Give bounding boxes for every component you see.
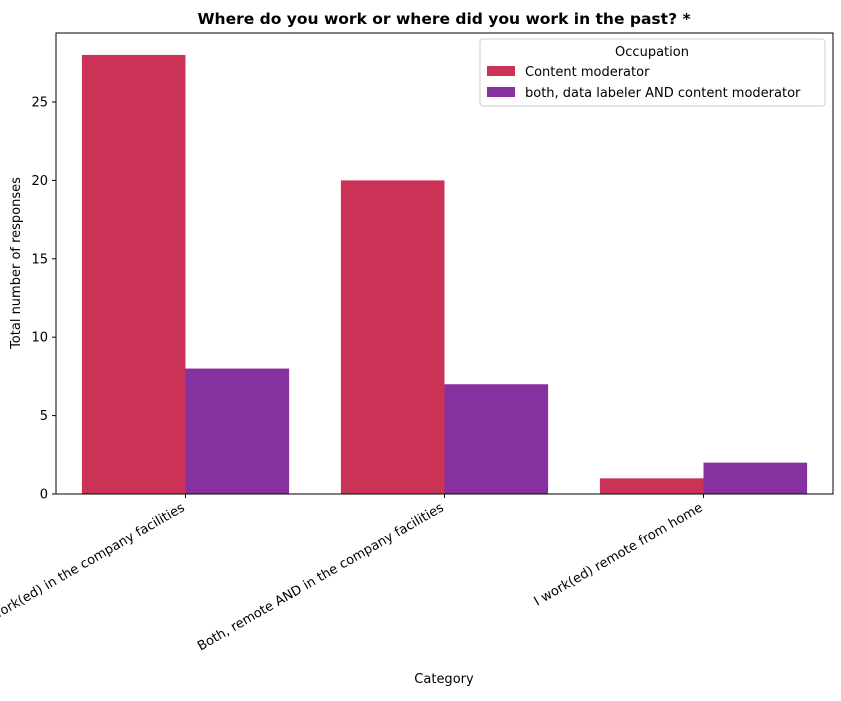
x-axis: I work(ed) in the company facilities Both… bbox=[0, 494, 706, 654]
y-tick-label: 10 bbox=[31, 331, 48, 346]
x-tick-label: I work(ed) in the company facilities bbox=[0, 500, 188, 628]
legend-swatch bbox=[487, 87, 515, 97]
y-tick-label: 25 bbox=[31, 95, 48, 110]
legend-frame bbox=[479, 38, 826, 107]
bar-1-1 bbox=[81, 54, 186, 494]
y-tick-label: 5 bbox=[40, 409, 48, 424]
y-tick-label: 20 bbox=[31, 174, 48, 189]
legend-title: Occupation bbox=[615, 45, 689, 60]
bar-2-3 bbox=[703, 462, 808, 494]
bar-1-3 bbox=[599, 478, 704, 494]
y-tick-label: 0 bbox=[40, 488, 48, 503]
y-tick-label: 15 bbox=[31, 252, 48, 267]
legend-items: Content moderator both, data labeler AND … bbox=[487, 65, 801, 101]
bar-2-1 bbox=[185, 368, 290, 494]
bar-1-2 bbox=[340, 180, 445, 494]
x-tick-label: Both, remote AND in the company faciliti… bbox=[195, 500, 447, 654]
bar-2-2 bbox=[444, 384, 549, 494]
y-axis: 0 5 10 15 20 25 bbox=[31, 95, 56, 503]
legend-swatch bbox=[487, 66, 515, 76]
legend-label: both, data labeler AND content moderator bbox=[525, 86, 801, 101]
legend-label: Content moderator bbox=[525, 65, 650, 80]
legend: Occupation Content moderator both, data l… bbox=[479, 38, 826, 107]
x-tick-label: I work(ed) remote from home bbox=[532, 500, 706, 609]
x-axis-label: Category bbox=[414, 672, 474, 687]
chart-title: Where do you work or where did you work … bbox=[197, 10, 690, 28]
bars-group bbox=[81, 54, 808, 494]
y-axis-label: Total number of responses bbox=[9, 177, 24, 350]
